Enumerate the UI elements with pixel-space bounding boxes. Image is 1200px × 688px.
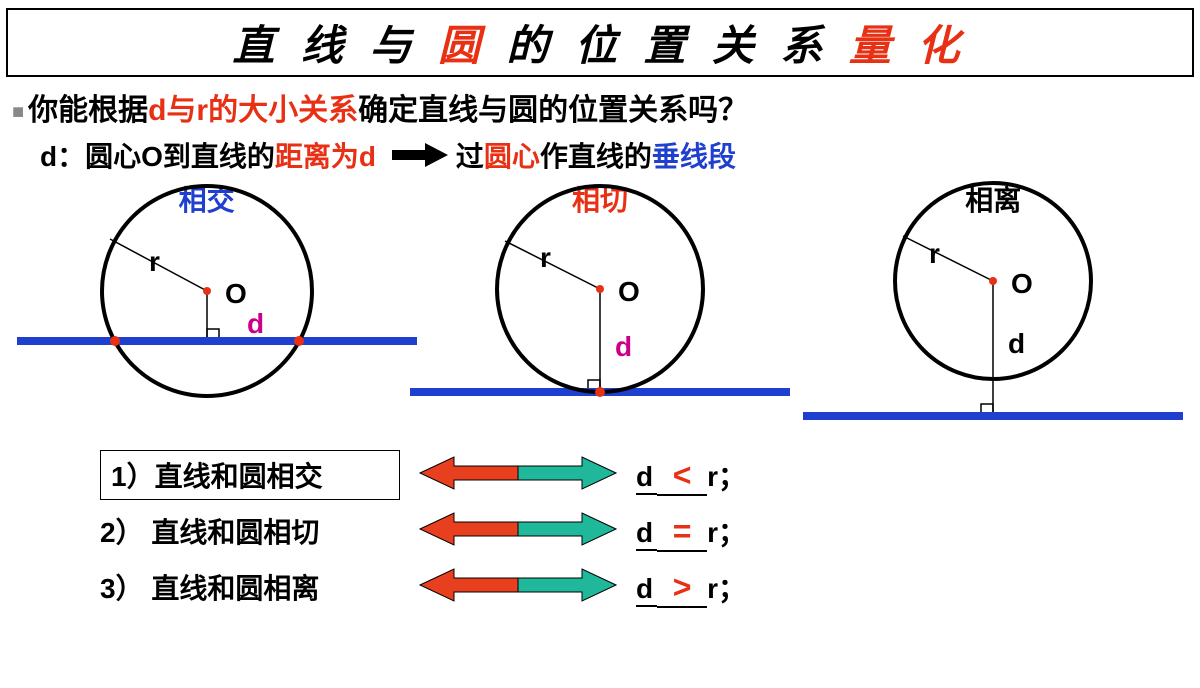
d-label: d — [1008, 328, 1025, 359]
rule-2-label: 2） 直线和圆相切 — [100, 511, 400, 551]
rule-2: 2） 直线和圆相切 d=r； — [100, 503, 1200, 559]
d-label: d — [615, 331, 632, 362]
rule-3-label: 3） 直线和圆相离 — [100, 567, 400, 607]
d-colon: d： — [40, 141, 85, 172]
def-red1: 圆心O — [85, 141, 163, 172]
question-suffix: 确定直线与圆的位置关系吗？ — [358, 94, 748, 127]
double-arrow-icon — [418, 511, 618, 552]
def-tgt-blue: 垂线段 — [652, 141, 736, 172]
bullet-icon: ■ — [12, 101, 24, 123]
O-label: O — [618, 276, 640, 307]
rule-3-cond: d>r； — [636, 567, 746, 608]
O-label: O — [225, 278, 247, 309]
title-seg-3: 的 位 置 关 系 — [507, 24, 850, 70]
r-label: r — [540, 242, 551, 273]
diagram-tangent-svg: r O d — [410, 181, 790, 411]
diagram-separate: r O d 相离 — [803, 181, 1183, 441]
rule-1: 1）直线和圆相交 d<r； — [100, 447, 1200, 503]
d-label: d — [247, 308, 264, 339]
O-label: O — [1011, 268, 1033, 299]
def-tgt-pre: 过 — [456, 141, 484, 172]
question-line: ■你能根据d与r的大小关系确定直线与圆的位置关系吗？ — [12, 85, 1200, 129]
def-tgt-mid: 作直线的 — [540, 141, 652, 172]
definition-row: d：圆心O到直线的距离为d 过圆心作直线的垂线段 — [40, 135, 1200, 177]
title-seg-4: 量 化 — [849, 24, 968, 70]
double-arrow-icon — [418, 567, 618, 608]
rules-list: 1）直线和圆相交 d<r； 2） 直线和圆相切 d=r； 3） 直线和圆相离 d… — [100, 447, 1200, 615]
question-highlight: d与r的大小关系 — [148, 94, 358, 127]
diagram-intersect-svg: r O d — [17, 181, 417, 411]
rule-1-label: 1）直线和圆相交 — [100, 450, 400, 500]
page-title: 直 线 与 圆 的 位 置 关 系 量 化 — [6, 8, 1194, 77]
double-arrow-icon — [418, 455, 618, 496]
rule-2-cond: d=r； — [636, 511, 746, 552]
r-label: r — [149, 246, 160, 277]
diagram-row: r O d 相交 r O d 相切 r — [0, 181, 1200, 441]
def-tgt-red: 圆心 — [484, 141, 540, 172]
rule-1-cond: d<r； — [636, 455, 746, 496]
diagram-separate-svg: r O d — [803, 181, 1183, 431]
def-red2: 距离为d — [275, 141, 376, 172]
r-label: r — [929, 238, 940, 269]
diagram-intersect: r O d 相交 — [17, 181, 397, 441]
title-seg-2: 圆 — [438, 24, 507, 70]
diagram-tangent: r O d 相切 — [410, 181, 790, 441]
def-mid: 到直线的 — [163, 141, 275, 172]
title-seg-1: 直 线 与 — [232, 24, 438, 70]
question-prefix: 你能根据 — [28, 94, 148, 127]
big-arrow-icon — [390, 140, 450, 177]
rule-3: 3） 直线和圆相离 d>r； — [100, 559, 1200, 615]
